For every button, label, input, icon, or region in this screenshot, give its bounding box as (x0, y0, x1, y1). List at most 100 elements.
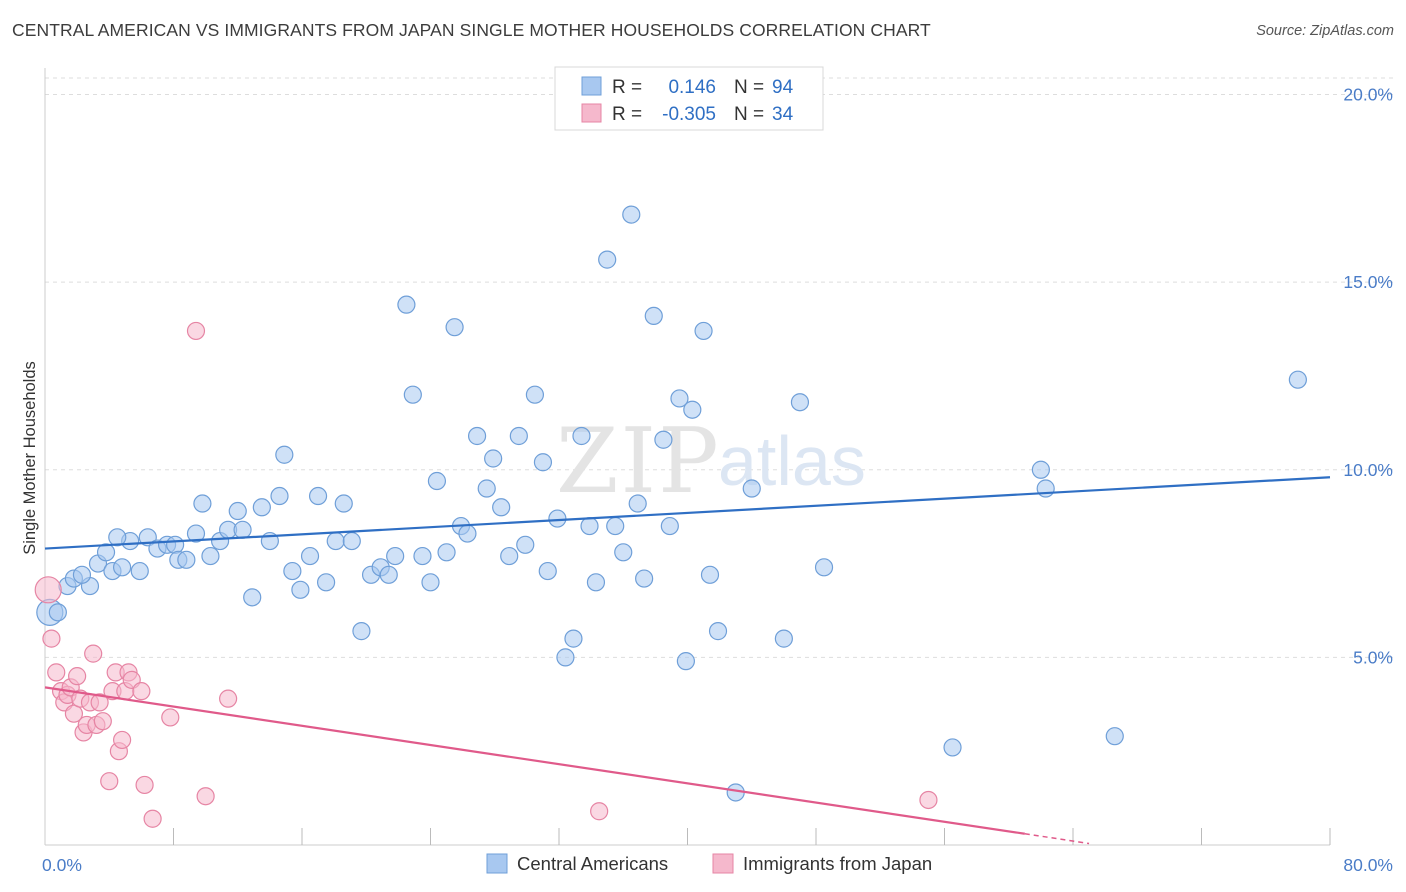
y-tick-label: 20.0% (1343, 85, 1393, 105)
legend-label-central: Central Americans (517, 853, 668, 874)
data-point (484, 449, 503, 468)
data-point (1105, 727, 1124, 746)
data-point (201, 546, 220, 566)
data-point (492, 498, 511, 517)
data-point (193, 494, 212, 513)
data-point (84, 644, 103, 663)
data-point (186, 524, 206, 543)
data-point (683, 400, 702, 419)
data-point (90, 693, 109, 712)
data-point (564, 629, 583, 648)
data-point (68, 667, 87, 686)
legend-label-japan: Immigrants from Japan (743, 853, 932, 874)
data-point (1031, 460, 1050, 479)
data-point (161, 708, 180, 727)
trend-line-immigrants-from-japan (44, 686, 1025, 835)
series-immigrants-from-japan (34, 321, 938, 828)
y-tick-label: 10.0% (1343, 460, 1393, 480)
data-point (538, 561, 557, 581)
data-point (233, 520, 252, 539)
chart-title: CENTRAL AMERICAN VS IMMIGRANTS FROM JAPA… (12, 20, 931, 40)
data-point (166, 535, 185, 554)
series-central-americans (36, 205, 1307, 802)
data-point (500, 546, 519, 566)
data-point (326, 531, 345, 551)
data-point (644, 306, 663, 326)
data-point (252, 498, 271, 517)
data-point (467, 426, 487, 446)
data-point (219, 689, 238, 708)
data-point (34, 576, 62, 604)
data-point (386, 546, 405, 566)
data-point (196, 787, 215, 806)
stats-legend: R = 0.146 N = 94 R = -0.305 N = 34 (554, 66, 824, 131)
data-point (742, 479, 761, 498)
data-point (622, 205, 641, 224)
data-point (556, 648, 575, 667)
data-point (421, 573, 440, 592)
data-point (316, 573, 336, 592)
data-point (413, 546, 432, 566)
data-point (580, 516, 599, 536)
y-tick-labels: 5.0% 10.0% 15.0% 20.0% (1343, 85, 1393, 668)
data-point (397, 295, 416, 314)
data-point (243, 588, 262, 607)
data-point (437, 543, 456, 562)
data-point (143, 809, 162, 828)
axes (44, 68, 1331, 846)
legend-swatch-central (486, 853, 508, 874)
stats-n-value-central: 94 (772, 77, 794, 98)
stats-swatch-central (581, 76, 602, 96)
data-point (1036, 479, 1055, 498)
data-point (445, 318, 464, 337)
stats-n-value-japan: 34 (772, 104, 794, 125)
grid-lines (45, 77, 1395, 658)
data-point (694, 321, 713, 341)
data-point (132, 682, 151, 701)
data-point (93, 712, 112, 731)
data-point (112, 558, 132, 577)
data-point (700, 565, 720, 584)
data-point (379, 565, 398, 584)
stats-n-label-central: N = (734, 77, 764, 98)
data-point (943, 738, 962, 757)
data-point (130, 561, 149, 581)
data-point (774, 629, 793, 648)
data-point (477, 479, 496, 498)
x-tick-label-end: 80.0% (1343, 855, 1393, 875)
data-point (228, 501, 247, 521)
data-point (275, 445, 294, 464)
watermark: ZIP atlas (556, 409, 866, 514)
data-point (403, 385, 422, 404)
data-point (270, 486, 289, 506)
data-point (590, 802, 609, 821)
legend-swatch-japan (712, 853, 734, 874)
data-point (676, 652, 695, 671)
data-point (112, 730, 132, 750)
data-point (47, 663, 66, 682)
data-point (300, 546, 320, 566)
data-point (628, 494, 647, 513)
data-point (135, 775, 154, 795)
data-point (586, 573, 606, 592)
x-tick-label-start: 0.0% (42, 855, 82, 875)
data-point (533, 453, 553, 472)
data-point (654, 430, 673, 449)
data-point (919, 790, 938, 810)
data-point (548, 509, 567, 528)
data-point (108, 528, 127, 547)
trend-line-central-americans (44, 476, 1331, 550)
data-point (635, 569, 654, 588)
data-point (598, 250, 617, 269)
data-point (352, 622, 371, 641)
data-point (614, 543, 633, 562)
stats-r-label-central: R = (612, 77, 642, 98)
data-point (177, 550, 196, 569)
stats-r-value-japan: -0.305 (662, 104, 716, 125)
data-point (708, 622, 728, 641)
data-point (42, 629, 61, 648)
data-point (334, 494, 353, 513)
data-point (814, 558, 834, 577)
chart-source: Source: ZipAtlas.com (1256, 23, 1394, 39)
